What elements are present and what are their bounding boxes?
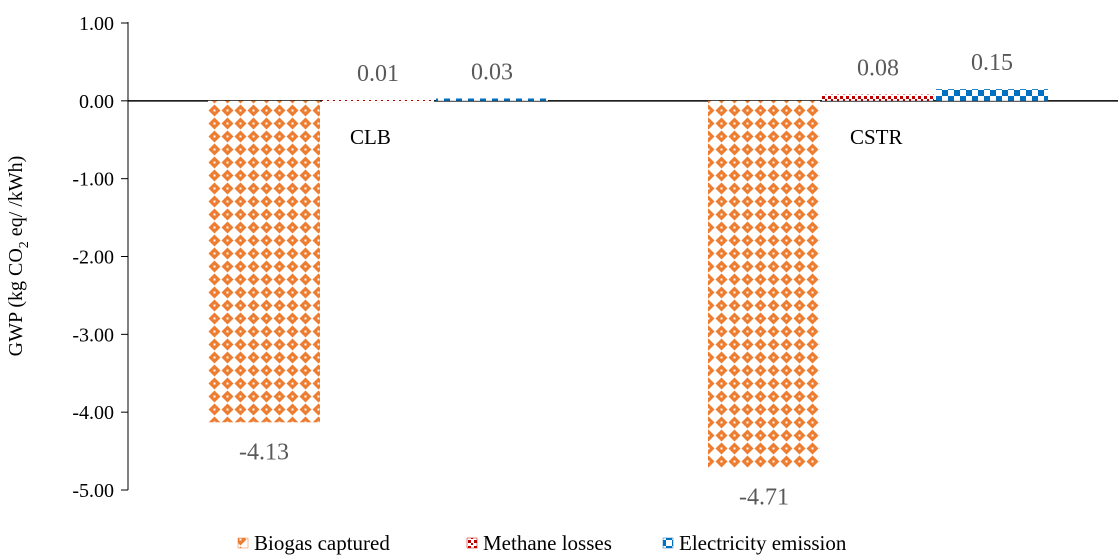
legend-label-biogas-captured: Biogas captured (254, 531, 390, 555)
y-axis-ticks: 1.00 0.00 -1.00 -2.00 -3.00 -4.00 -5.00 (72, 13, 128, 502)
legend-swatch-methane-losses (466, 537, 478, 549)
y-axis-title: GWP (kg CO2 eq/ /kWh) (5, 156, 32, 357)
legend: Biogas captured Methane losses Electricity… (237, 531, 847, 555)
category-labels: CLB CSTR (350, 125, 903, 149)
bar-biogas-captured-cstr (708, 100, 820, 468)
legend-item-biogas-captured: Biogas captured (237, 531, 390, 555)
legend-item-methane-losses: Methane losses (466, 531, 612, 555)
data-label-methane-losses-cstr: 0.08 (857, 56, 899, 82)
y-tick-label: -4.00 (72, 402, 114, 424)
legend-item-electricity-emission: Electricity emission (662, 531, 847, 555)
bar-electricity-emission-clb (436, 98, 548, 101)
data-label-biogas-captured-clb: -4.13 (239, 439, 289, 465)
y-tick-label: -5.00 (72, 480, 114, 502)
legend-label-methane-losses: Methane losses (483, 531, 612, 555)
data-label-electricity-emission-clb: 0.03 (471, 59, 513, 85)
y-tick-label: 0.00 (79, 91, 114, 113)
bar-electricity-emission-cstr (936, 89, 1048, 101)
category-label-clb: CLB (350, 125, 391, 149)
data-label-biogas-captured-cstr: -4.71 (739, 484, 789, 510)
bar-biogas-captured-clb (208, 100, 320, 423)
y-tick-label: -1.00 (72, 169, 114, 191)
data-label-electricity-emission-cstr: 0.15 (971, 50, 1013, 76)
data-label-methane-losses-clb: 0.01 (357, 61, 399, 87)
y-tick-label: -2.00 (72, 247, 114, 269)
data-labels: -4.13 0.01 0.03 -4.71 0.08 0.15 (239, 50, 1013, 510)
y-tick-label: -3.00 (72, 324, 114, 346)
legend-swatch-electricity-emission (662, 537, 674, 549)
bar-methane-losses-clb (322, 100, 434, 103)
category-label-cstr: CSTR (850, 125, 903, 149)
bar-methane-losses-cstr (822, 94, 934, 101)
bars (208, 89, 1048, 468)
legend-swatch-biogas-captured (237, 537, 249, 549)
legend-label-electricity-emission: Electricity emission (679, 531, 847, 555)
y-tick-label: 1.00 (79, 13, 114, 35)
